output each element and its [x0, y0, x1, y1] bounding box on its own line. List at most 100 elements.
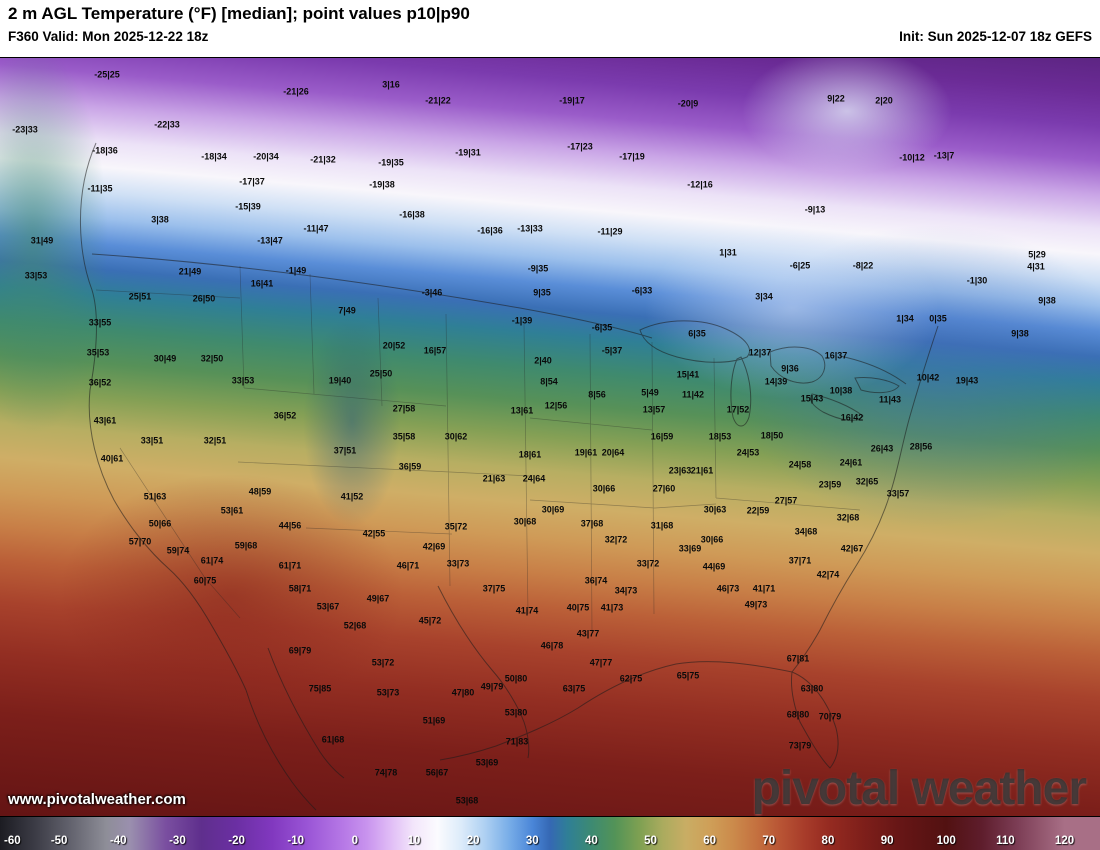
point-value: 15|43: [800, 393, 824, 404]
point-value: -18|36: [92, 145, 118, 156]
map-borders: [79, 142, 939, 811]
west-coastline: [79, 142, 247, 691]
point-value: -11|47: [303, 223, 329, 234]
point-value: 61|68: [321, 734, 345, 745]
point-value: 65|75: [676, 670, 700, 681]
state-borders: [95, 265, 861, 633]
point-value: 46|78: [540, 640, 564, 651]
point-value: 14|39: [764, 376, 788, 387]
point-value: -10|12: [899, 152, 925, 163]
point-value: 60|75: [193, 575, 217, 586]
point-value: -12|16: [687, 179, 713, 190]
point-value: 6|35: [688, 328, 706, 339]
point-value: -25|25: [94, 69, 120, 80]
colorbar-tick: 10: [407, 835, 421, 847]
colorbar-tick: 30: [525, 835, 539, 847]
point-value: 43|61: [93, 415, 117, 426]
point-value: 41|52: [340, 491, 364, 502]
point-value: 3|34: [755, 291, 773, 302]
point-value: 61|74: [200, 555, 224, 566]
point-value: 10|42: [916, 372, 940, 383]
point-value: 9|36: [781, 363, 799, 374]
point-value: 4|31: [1027, 261, 1045, 272]
point-value: -1|49: [285, 265, 307, 276]
point-value: -11|29: [597, 226, 623, 237]
point-value: 52|68: [343, 620, 367, 631]
point-value: -1|39: [511, 315, 533, 326]
colorbar-gradient: [0, 817, 1100, 850]
temperature-colorbar: -60 -50 -40 -30 -20 -10 0 10 20 30 40 50 60 70 80 90 100…: [0, 817, 1100, 850]
canada-border: [91, 253, 653, 339]
point-value: 12|37: [748, 347, 772, 358]
colorbar-tick: -40: [109, 835, 127, 847]
pivotal-weather-logo: pivotal weather: [751, 762, 1087, 815]
point-value: 32|68: [836, 512, 860, 523]
temperature-map[interactable]: -25|25 -21|26 3|16 -21|22 -19|17 -20|9 9|22 2|2…: [0, 57, 1100, 817]
init-time-label: Init: Sun 2025-12-07 18z GEFS: [899, 29, 1092, 44]
lake-ontario: [854, 377, 900, 394]
point-value: -17|19: [619, 151, 645, 162]
point-value: -6|33: [631, 285, 653, 296]
point-value: 9|22: [827, 93, 845, 104]
point-value: 36|52: [273, 410, 297, 421]
point-value: 53|73: [376, 687, 400, 698]
point-value: 42|69: [422, 541, 446, 552]
point-value: 71|83: [505, 736, 529, 747]
point-value: 33|51: [140, 435, 164, 446]
header: 2 m AGL Temperature (°F) [median]; point…: [0, 0, 1100, 57]
point-value: 42|74: [816, 569, 840, 580]
baja-coast: [245, 689, 317, 811]
point-value: 24|53: [736, 447, 760, 458]
lake-superior: [639, 320, 750, 363]
point-value: 49|73: [744, 599, 768, 610]
colorbar-tick: 40: [584, 835, 598, 847]
point-value: -20|34: [253, 151, 279, 162]
point-value: 16|41: [250, 278, 274, 289]
point-value: 15|41: [676, 369, 700, 380]
point-value: 1|34: [896, 313, 914, 324]
point-value: 19|43: [955, 375, 979, 386]
gulf-coast: [439, 661, 793, 761]
point-value: 32|72: [604, 534, 628, 545]
point-value: 53|68: [455, 795, 479, 806]
st-lawrence: [839, 355, 907, 385]
point-value: 58|71: [288, 583, 312, 594]
point-value: 33|72: [636, 558, 660, 569]
point-value: -11|35: [87, 183, 113, 194]
colorbar-tick: -10: [287, 835, 304, 847]
point-value: 41|74: [515, 605, 539, 616]
point-value: 59|74: [166, 545, 190, 556]
point-value: 33|73: [446, 558, 470, 569]
baja-gulf: [267, 647, 345, 779]
point-value: 41|73: [600, 602, 624, 613]
point-value: -17|23: [567, 141, 593, 152]
point-value: 51|63: [143, 491, 167, 502]
point-value: 16|59: [650, 431, 674, 442]
point-value: -6|35: [591, 322, 613, 333]
point-value: 25|50: [369, 368, 393, 379]
florida-coast: [791, 671, 839, 769]
point-value: -21|22: [425, 95, 451, 106]
point-value: -20|9: [677, 98, 699, 109]
point-value: 45|72: [418, 615, 442, 626]
point-value: 8|54: [540, 376, 558, 387]
point-value: -9|13: [804, 204, 826, 215]
point-value: 75|85: [308, 683, 332, 694]
point-value: 17|52: [726, 404, 750, 415]
point-value: 12|56: [544, 400, 568, 411]
point-value: 18|50: [760, 430, 784, 441]
point-value: 53|72: [371, 657, 395, 668]
point-value: 23|63: [668, 465, 692, 476]
point-value: 18|53: [708, 431, 732, 442]
colorbar-tick: -50: [50, 835, 68, 847]
colorbar-tick: 50: [644, 835, 657, 847]
point-value: 11|42: [681, 389, 705, 400]
point-value: 30|63: [703, 504, 727, 515]
colorbar-tick: 90: [880, 835, 894, 847]
point-value: -6|25: [789, 260, 811, 271]
point-value: 36|52: [88, 377, 112, 388]
point-value: 24|61: [839, 457, 863, 468]
point-value: 43|77: [576, 628, 600, 639]
point-value: 68|80: [786, 709, 810, 720]
